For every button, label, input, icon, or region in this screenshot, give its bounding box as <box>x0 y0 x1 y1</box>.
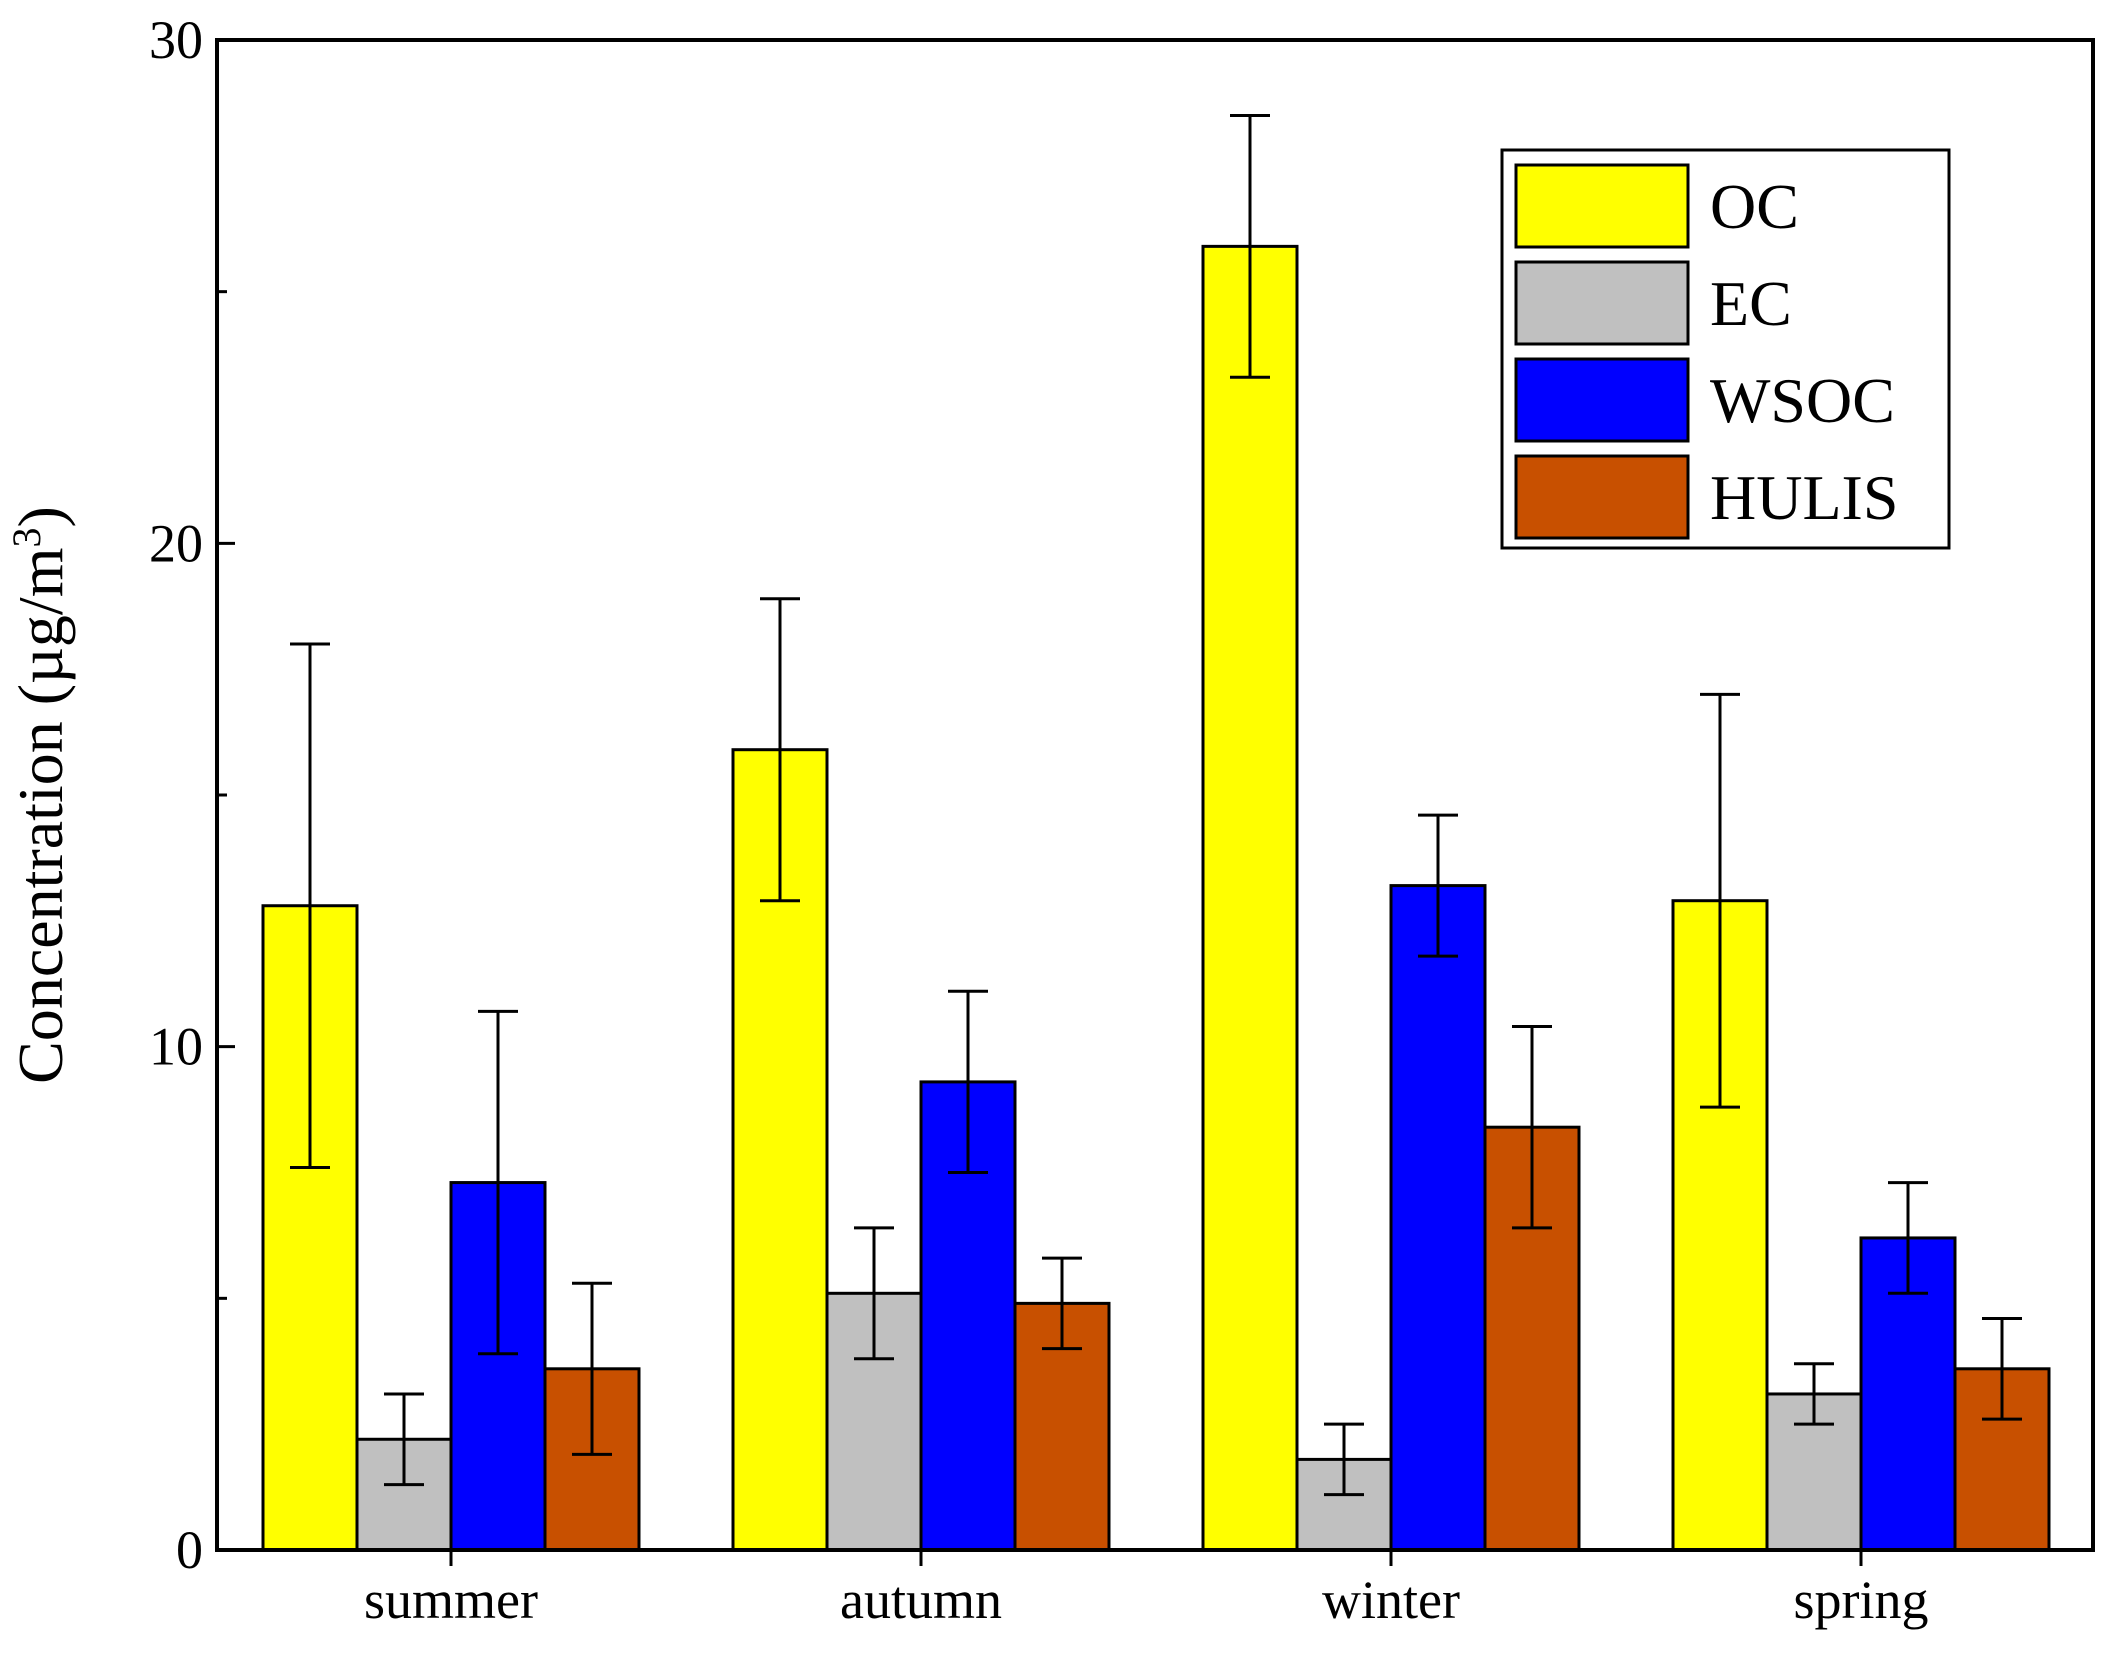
legend-swatch-ec <box>1514 260 1690 346</box>
bar-wsoc-winter <box>1389 884 1487 1552</box>
x-axis: summer autumn winter spring <box>364 1550 1929 1630</box>
error-bar-ec-autumn <box>854 1226 894 1361</box>
error-bar-ec-summer <box>384 1392 424 1487</box>
y-axis-title: Concentration (µg/m3) <box>4 506 77 1084</box>
legend-label-ec: EC <box>1710 268 1792 339</box>
y-axis: 0 10 20 30 <box>149 10 235 1580</box>
error-bar-oc-winter <box>1230 114 1270 379</box>
y-tick-label-10: 10 <box>149 1017 203 1077</box>
error-bar-hulis-spring <box>1982 1316 2022 1421</box>
x-tick-label-summer: summer <box>364 1570 538 1630</box>
legend-swatch-oc <box>1514 163 1690 249</box>
y-axis-title-superscript: 3 <box>4 528 49 548</box>
x-tick-label-spring: spring <box>1794 1570 1929 1630</box>
x-tick-label-autumn: autumn <box>840 1570 1002 1630</box>
error-bar-hulis-summer <box>572 1281 612 1456</box>
error-bar-oc-summer <box>290 642 330 1169</box>
error-bar-hulis-autumn <box>1042 1256 1082 1351</box>
bar-hulis-summer <box>543 1367 641 1552</box>
error-bars-layer <box>290 114 2022 1497</box>
legend-label-hulis: HULIS <box>1710 462 1898 533</box>
legend-label-wsoc: WSOC <box>1710 365 1895 436</box>
y-tick-label-20: 20 <box>149 513 203 573</box>
error-bar-wsoc-autumn <box>948 989 988 1174</box>
x-tick-label-winter: winter <box>1322 1570 1460 1630</box>
error-bar-ec-winter <box>1324 1422 1364 1497</box>
error-bar-ec-spring <box>1794 1362 1834 1426</box>
legend-swatch-wsoc <box>1514 357 1690 443</box>
error-bar-hulis-winter <box>1512 1025 1552 1230</box>
legend-swatch-hulis <box>1514 454 1690 540</box>
legend-label-oc: OC <box>1710 171 1799 242</box>
bar-oc-winter <box>1201 244 1299 1552</box>
y-axis-title-close: ) <box>5 506 76 527</box>
y-tick-label-30: 30 <box>149 10 203 70</box>
legend: OC EC WSOC HULIS <box>1500 148 1951 550</box>
error-bar-wsoc-summer <box>478 1009 518 1356</box>
error-bar-oc-autumn <box>760 597 800 903</box>
error-bar-wsoc-winter <box>1418 813 1458 958</box>
error-bar-oc-spring <box>1700 692 1740 1109</box>
error-bar-wsoc-spring <box>1888 1181 1928 1295</box>
y-tick-label-0: 0 <box>176 1520 203 1580</box>
y-axis-title-main: Concentration (µg/m <box>5 548 76 1084</box>
